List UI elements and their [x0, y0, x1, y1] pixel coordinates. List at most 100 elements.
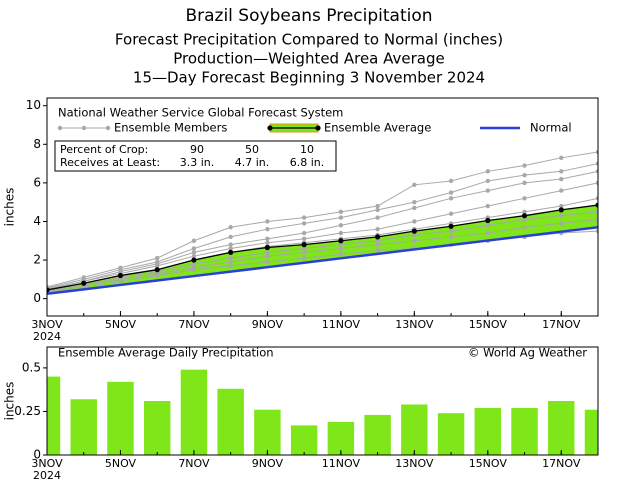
bar [474, 407, 502, 455]
member-point [485, 178, 490, 184]
y-tick-label: 4 [33, 214, 41, 228]
x-tick-label: 13NOV [395, 457, 434, 470]
member-point [301, 250, 307, 255]
legend-swatch [105, 125, 111, 131]
member-point [265, 253, 270, 259]
average-point [558, 207, 564, 213]
member-point [595, 149, 598, 155]
member-point [559, 203, 564, 209]
legend-swatch [57, 125, 63, 131]
member-point [265, 250, 270, 255]
member-point [522, 180, 527, 186]
legend-label: Ensemble Average [324, 121, 431, 135]
member-point [338, 215, 344, 220]
member-point [338, 209, 344, 215]
crop-table-cell: 4.7 in. [235, 156, 270, 169]
member-point [522, 209, 527, 215]
plot-frame [46, 97, 599, 317]
member-point [375, 215, 380, 220]
y-tick-label: 2 [33, 253, 41, 267]
x-tick-label: 13NOV [395, 318, 434, 331]
average-point [264, 244, 270, 251]
average-point [375, 234, 381, 240]
member-point [265, 240, 270, 245]
panel-title: Ensemble Average Daily Precipitation [58, 346, 274, 360]
x-tick-label: 11NOV [322, 457, 361, 470]
x-tick-label: 9NOV [252, 318, 284, 331]
member-point [448, 190, 454, 195]
member-point [595, 228, 598, 234]
average-point [81, 280, 87, 286]
member-point [265, 236, 270, 242]
member-point [338, 246, 344, 251]
bar [290, 425, 318, 455]
member-point [522, 196, 527, 201]
member-point [265, 226, 270, 232]
average-point [521, 213, 528, 219]
bar [401, 404, 428, 455]
bar [180, 369, 208, 455]
member-point [338, 252, 344, 257]
y-tick-label: 0 [33, 448, 41, 462]
member-point [485, 230, 490, 236]
member-point [522, 225, 527, 230]
plot-bottom [47, 369, 598, 455]
x-tick-label: 5NOV [105, 318, 137, 331]
bar [107, 381, 134, 455]
member-point [559, 176, 564, 182]
member-point [301, 215, 307, 220]
subtitle: 15—Day Forecast Beginning 3 November 202… [133, 69, 485, 87]
member-point [412, 219, 417, 224]
bar [254, 409, 281, 455]
member-point [485, 223, 490, 228]
member-point [522, 163, 527, 168]
member-point [412, 232, 417, 238]
member-point [485, 169, 490, 174]
member-line [47, 163, 598, 289]
crop-table-cell: 50 [245, 143, 259, 156]
member-line [47, 182, 598, 290]
x-tick-label: 3NOV [31, 457, 63, 470]
member-point [301, 246, 307, 251]
member-point [448, 211, 454, 216]
member-point [448, 196, 454, 201]
legend-title: National Weather Service Global Forecast… [58, 106, 343, 120]
member-point [448, 178, 454, 184]
member-point [301, 221, 307, 226]
year-label: 2024 [33, 330, 61, 343]
bar [511, 407, 538, 455]
member-line [47, 219, 598, 292]
member-point [595, 161, 598, 166]
member-point [595, 169, 598, 174]
y-tick-label: 8 [33, 137, 41, 151]
y-tick-label: 0.25 [14, 404, 41, 418]
legend-swatch [81, 125, 87, 131]
crop-table-cell: 3.3 in. [180, 156, 215, 169]
bar [143, 401, 171, 455]
year-label: 2024 [33, 469, 61, 482]
member-point [485, 203, 490, 209]
x-tick-label: 17NOV [542, 457, 581, 470]
crop-table-box [54, 140, 337, 172]
average-point [117, 272, 124, 279]
member-point [191, 261, 197, 267]
bar [217, 388, 244, 455]
member-point [448, 228, 454, 234]
annotation: © World Ag Weather [468, 346, 587, 360]
y-axis-label: inches [3, 382, 17, 421]
member-point [522, 217, 527, 222]
member-point [191, 250, 197, 255]
member-point [155, 273, 160, 278]
member-point [338, 242, 344, 247]
x-tick-label: 7NOV [178, 457, 210, 470]
member-point [301, 230, 307, 236]
x-tick-label: 3NOV [31, 318, 63, 331]
member-point [412, 199, 417, 205]
member-point [412, 205, 417, 211]
member-point [191, 267, 197, 272]
bar [584, 409, 598, 455]
x-tick-label: 11NOV [322, 318, 361, 331]
member-line [47, 170, 598, 290]
member-point [595, 180, 598, 186]
member-point [155, 263, 160, 269]
